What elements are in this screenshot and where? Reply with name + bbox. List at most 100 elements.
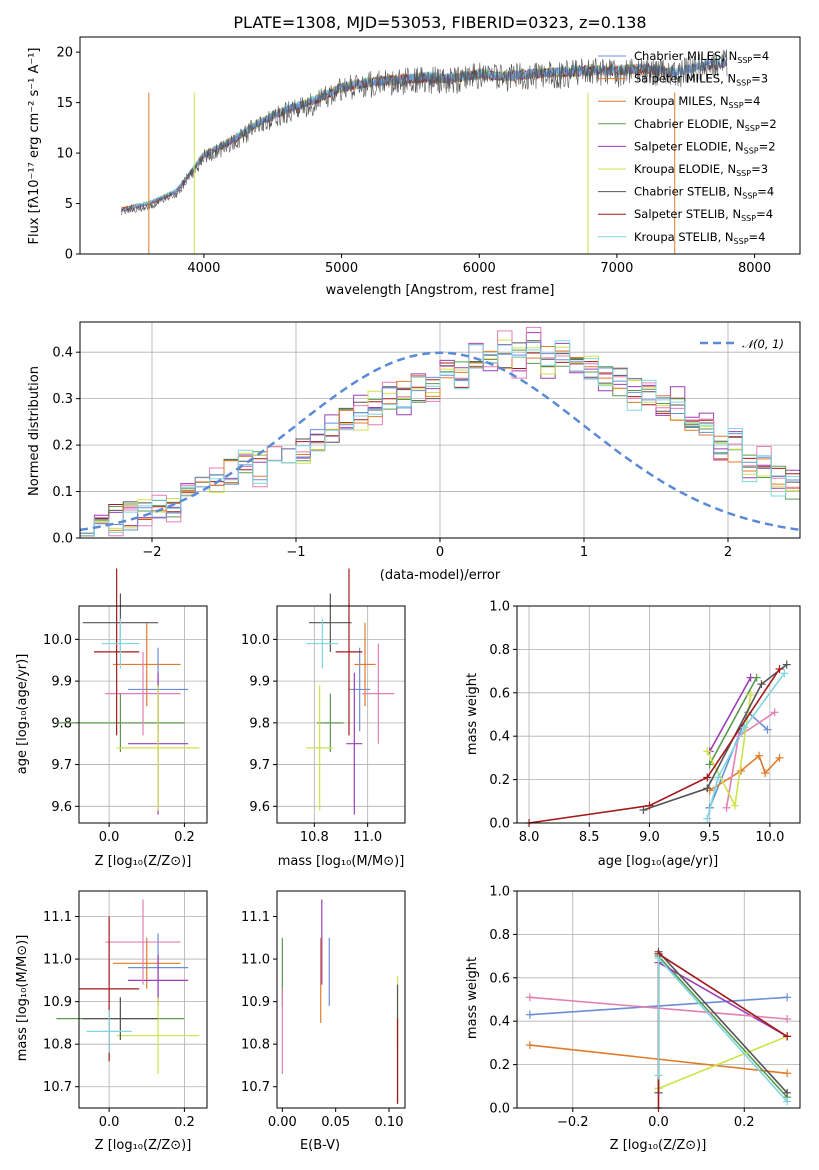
- ageM-ytick-label: 9.6: [249, 800, 270, 815]
- ageM-ytick-label: 9.7: [249, 758, 270, 773]
- spec-xtick-label: 4000: [187, 261, 220, 276]
- mwAge-xtick-label: 9.0: [639, 830, 660, 845]
- mwZ-xtick-label: 0.2: [734, 1115, 755, 1130]
- massZ-ytick-label: 10.8: [43, 1038, 72, 1053]
- spec-ytick-label: 15: [56, 96, 73, 111]
- ageM-xtick-label: 11.0: [353, 830, 382, 845]
- mwAge-line: [709, 677, 752, 752]
- residual-legend-label: 𝒩(0, 1): [742, 337, 784, 351]
- mwZ-xtick-label: 0.0: [648, 1115, 669, 1130]
- mwAge-line: [528, 668, 781, 824]
- massE-ytick-label: 10.9: [241, 995, 270, 1010]
- spec-xtick-label: 8000: [738, 261, 771, 276]
- mass-weight-vs-age-panel: 8.0 8.5 9.0 9.5 10.0 0.0 0.2 0.4 0.6 0.8 1.0: [489, 600, 801, 845]
- ageM-ytick-label: 9.9: [249, 675, 270, 690]
- ageZ-ytick-label: 9.8: [51, 716, 72, 731]
- spectrum-panel: 4000 5000 6000 7000 8000 0 5 10 15 20 Chabrier MIL…: [56, 36, 801, 276]
- spec-ytick-label: 10: [56, 147, 73, 162]
- res-xtick-label: 2: [724, 545, 732, 560]
- res-xtick-label: −2: [142, 545, 161, 560]
- mwAge-ytick-label: 0.2: [489, 773, 510, 788]
- massZ-xtick-label: 0.2: [174, 1115, 195, 1130]
- massZ-ytick-label: 11.0: [43, 953, 72, 968]
- mass-Z-ylabel: mass [log₁₀(M/M⊙)]: [15, 935, 30, 1062]
- mwZ-ytick-label: 0.4: [489, 1015, 510, 1030]
- ageZ-ytick-label: 10.0: [43, 633, 72, 648]
- massZ-ytick-label: 10.7: [43, 1080, 72, 1095]
- ageZ-ytick-label: 9.7: [51, 758, 72, 773]
- mwAge-ytick-label: 0.8: [489, 643, 510, 658]
- res-ytick-label: 0.2: [52, 439, 73, 454]
- mw-Z-xlabel: Z [log₁₀(Z/Z⊙)]: [610, 1138, 707, 1153]
- spec-xtick-label: 7000: [600, 261, 633, 276]
- spectrum-series-line: [121, 65, 590, 213]
- spec-frame: [79, 36, 801, 255]
- massE-ytick-label: 11.0: [241, 953, 270, 968]
- ageZ-ytick-label: 9.9: [51, 675, 72, 690]
- massE-xtick-label: 0.10: [375, 1115, 404, 1130]
- spectrum-legend-label: Kroupa ELODIE, NSSP=3: [634, 162, 768, 178]
- ageM-frame: [276, 605, 406, 824]
- mw-age-ylabel: mass weight: [465, 673, 480, 755]
- gaussian-curve: [79, 351, 801, 532]
- mwAge-xtick-label: 9.5: [699, 830, 720, 845]
- mass-Z-xlabel: Z [log₁₀(Z/Z⊙)]: [95, 1138, 192, 1153]
- mwZ-ytick-label: 0.2: [489, 1058, 510, 1073]
- mass-weight-vs-metallicity-panel: −0.2 0.0 0.2 0.0 0.2 0.4 0.6 0.8 1.0: [489, 885, 801, 1130]
- mwZ-xtick-label: −0.2: [557, 1115, 589, 1130]
- spec-xtick-label: 5000: [325, 261, 358, 276]
- mwAge-line: [706, 672, 785, 819]
- res-frame: [79, 321, 801, 539]
- age-vs-mass-panel: 10.8 11.0 9.6 9.7 9.8 9.9 10.0: [241, 568, 406, 845]
- res-ytick-label: 0.4: [52, 346, 73, 361]
- spectrum-legend-label: Chabrier ELODIE, NSSP=2: [634, 117, 777, 133]
- mwZ-line: [657, 949, 788, 1094]
- residuals-panel: −2 −1 0 1 2 0.0 0.1 0.2 0.3 0.4 𝒩(0, 1): [52, 321, 801, 560]
- ageM-ytick-label: 9.8: [249, 716, 270, 731]
- spectrum-legend-label: Chabrier STELIB, NSSP=4: [634, 185, 774, 201]
- mass-vs-ebv-panel: 0.00 0.05 0.10 10.7 10.8 10.9 11.0 11.1: [241, 890, 406, 1130]
- mw-Z-ylabel: mass weight: [465, 957, 480, 1039]
- ageZ-xtick-label: 0.2: [174, 830, 195, 845]
- age-Z-xlabel: Z [log₁₀(Z/Z⊙)]: [95, 854, 192, 869]
- mwZ-line: [658, 1035, 788, 1090]
- mass-ebv-xlabel: E(B-V): [300, 1138, 340, 1153]
- spec-xtick-label: 6000: [463, 261, 496, 276]
- massZ-ytick-label: 10.9: [43, 995, 72, 1010]
- age-mass-xlabel: mass [log₁₀(M/M⊙)]: [278, 854, 405, 869]
- massE-ytick-label: 11.1: [241, 910, 270, 925]
- spectrum-legend-label: Kroupa STELIB, NSSP=4: [634, 230, 765, 246]
- res-xtick-label: −1: [286, 545, 305, 560]
- massE-frame: [276, 890, 406, 1109]
- mwAge-ytick-label: 0.4: [489, 730, 510, 745]
- spectrum-series-line: [120, 67, 590, 211]
- mwZ-ytick-label: 0.6: [489, 971, 510, 986]
- spectrum-legend-label: Kroupa MILES, NSSP=4: [634, 94, 760, 110]
- spectrum-ylabel: Flux [fλ10⁻¹⁷ erg cm⁻² s⁻¹ A⁻¹]: [27, 48, 42, 245]
- spectrum-xlabel: wavelength [Angstrom, rest frame]: [326, 283, 555, 298]
- mwZ-line: [657, 954, 788, 1098]
- mwAge-line: [708, 677, 758, 765]
- ageM-xtick-label: 10.8: [300, 830, 329, 845]
- mwZ-ytick-label: 0.0: [489, 1102, 510, 1117]
- massE-xtick-label: 0.00: [268, 1115, 297, 1130]
- residual-histogram: [80, 346, 800, 537]
- res-ytick-label: 0.1: [52, 485, 73, 500]
- ageZ-frame: [78, 605, 208, 824]
- massE-ytick-label: 10.7: [241, 1080, 270, 1095]
- spec-ytick-label: 20: [56, 46, 73, 61]
- spec-ytick-label: 5: [65, 197, 73, 212]
- res-xtick-label: 1: [580, 545, 588, 560]
- figure-title: PLATE=1308, MJD=53053, FIBERID=0323, z=0…: [233, 13, 646, 32]
- spec-ytick-label: 0: [65, 248, 73, 263]
- ageM-ytick-label: 10.0: [241, 633, 270, 648]
- residual-histogram: [80, 340, 800, 537]
- mwAge-ytick-label: 0.6: [489, 686, 510, 701]
- mwZ-frame: [516, 890, 801, 1109]
- massZ-xtick-label: 0.0: [99, 1115, 120, 1130]
- mwAge-xtick-label: 10.0: [755, 830, 784, 845]
- mwAge-ytick-label: 1.0: [489, 600, 510, 615]
- spectrum-legend-label: Salpeter MILES, NSSP=3: [634, 72, 768, 88]
- mwAge-xtick-label: 8.5: [579, 830, 600, 845]
